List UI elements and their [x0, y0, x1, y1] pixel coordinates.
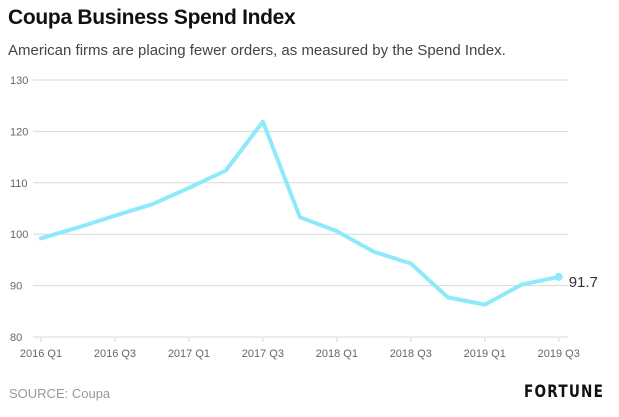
series-line	[39, 119, 561, 307]
y-tick-label: 110	[10, 178, 28, 190]
y-tick-label: 90	[10, 281, 22, 293]
x-tick-label: 2018 Q1	[316, 348, 358, 360]
y-axis-labels: 80 90 100 110 120 130	[10, 75, 28, 344]
x-tick-label: 2017 Q3	[242, 348, 284, 360]
y-tick-label: 100	[10, 229, 28, 241]
y-tick-label: 120	[10, 126, 28, 138]
gridlines	[33, 79, 568, 338]
x-tick-label: 2016 Q1	[20, 348, 62, 360]
chart-subtitle: American firms are placing fewer orders,…	[8, 42, 506, 59]
y-tick-label: 80	[10, 332, 22, 344]
chart-title: Coupa Business Spend Index	[8, 6, 296, 29]
x-tick-label: 2019 Q3	[538, 348, 580, 360]
source-note: SOURCE: Coupa	[9, 386, 111, 401]
x-tick-label: 2016 Q3	[94, 348, 136, 360]
x-tick-label: 2017 Q1	[168, 348, 210, 360]
x-axis-ticks: 2016 Q1 2016 Q3 2017 Q1 2017 Q3 2018 Q1 2018 …	[20, 337, 580, 360]
fortune-logo: FORTUNE	[523, 382, 604, 402]
y-tick-label: 130	[10, 75, 28, 87]
x-tick-label: 2019 Q1	[464, 348, 506, 360]
series-spend-index: 91.7	[39, 119, 598, 307]
x-tick-label: 2018 Q3	[390, 348, 432, 360]
end-marker	[554, 272, 563, 281]
end-value-label: 91.7	[569, 274, 598, 291]
